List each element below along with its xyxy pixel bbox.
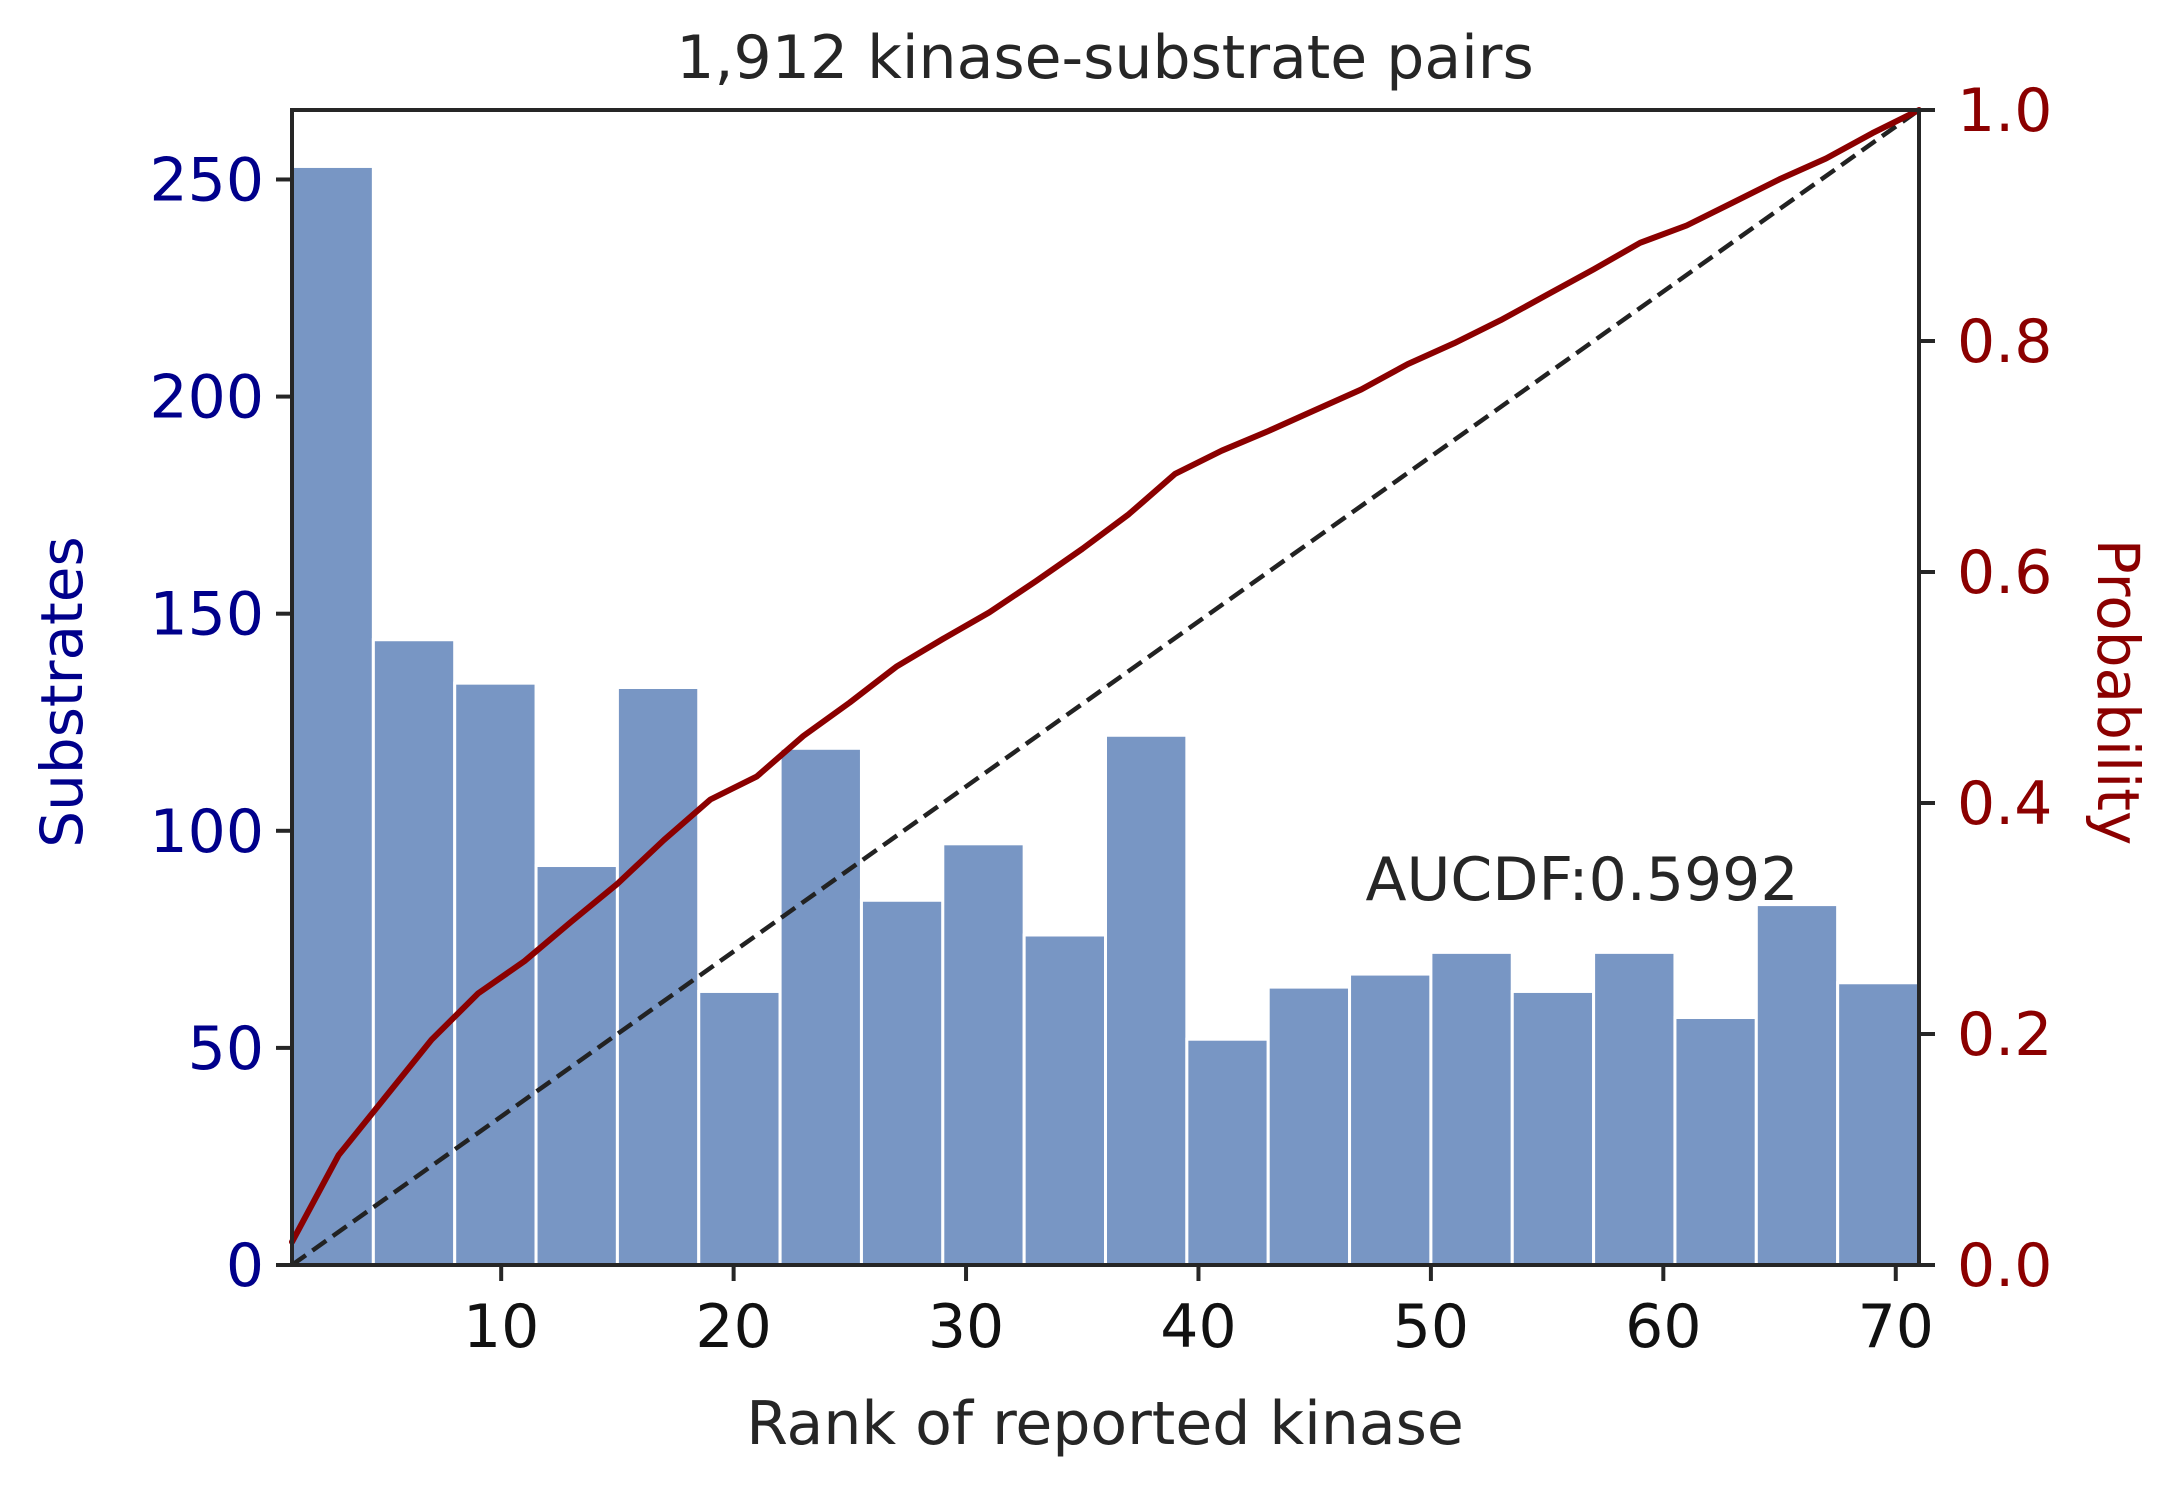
aucdf-annotation: AUCDF:0.5992 [1365,845,1798,915]
cdf-line [289,107,1922,1245]
y-right-tick-label-0.4: 0.4 [1957,769,2052,839]
x-tick-label-20: 20 [695,1292,771,1362]
bar-13 [1266,985,1352,1267]
bar-15 [1429,950,1514,1267]
diagonal-reference-line [290,108,1921,1267]
y-axis-label: Substrates [28,536,96,847]
x-tick-label-40: 40 [1160,1292,1236,1362]
bar-19 [1754,903,1840,1267]
bar-17 [1592,950,1677,1267]
axes [290,108,1921,1267]
bar-6 [697,989,782,1267]
y-tick-label-100: 100 [149,797,264,867]
plot-frame [290,108,1921,1267]
bar-14 [1348,972,1433,1267]
y-right-tick-label-0.2: 0.2 [1957,1000,2052,1070]
y-tick-label-150: 150 [149,580,264,650]
bar-3 [453,681,538,1267]
y-right-tick-label-0.8: 0.8 [1957,307,2052,377]
bars [290,164,1921,1267]
bar-10 [1022,933,1108,1267]
bar-20 [1836,981,1921,1267]
bar-4 [534,864,619,1267]
bar-12 [1185,1037,1270,1267]
bar-1 [290,164,375,1267]
bar-5 [615,686,701,1267]
bar-18 [1673,1016,1758,1267]
y-tick-label-0: 0 [226,1231,264,1301]
bar-8 [859,898,945,1267]
x-tick-label-50: 50 [1393,1292,1469,1362]
y-tick-label-50: 50 [188,1014,264,1084]
x-tick-label-70: 70 [1858,1292,1934,1362]
bar-11 [1104,733,1189,1267]
y-tick-label-250: 250 [149,145,264,215]
x-tick-label-10: 10 [463,1292,539,1362]
bar-2 [371,638,457,1267]
chart-title: 1,912 kinase-substrate pairs [676,23,1533,93]
ticks: 10 20 30 40 50 60 70 0 50 100 150 200 250 0.0 0.2 0.4 0.… [149,76,2052,1362]
bar-16 [1510,989,1596,1267]
x-tick-label-30: 30 [928,1292,1004,1362]
bar-9 [941,842,1026,1267]
x-tick-label-60: 60 [1625,1292,1701,1362]
y-axis-right-label: Probability [2084,539,2152,846]
y-right-tick-label-1.0: 1.0 [1957,76,2052,146]
y-right-tick-label-0.0: 0.0 [1957,1231,2052,1301]
y-tick-label-200: 200 [149,363,264,433]
bar-7 [778,746,863,1267]
lines [289,107,1922,1267]
y-right-tick-label-0.6: 0.6 [1957,538,2052,608]
x-axis-label: Rank of reported kinase [746,1389,1464,1459]
